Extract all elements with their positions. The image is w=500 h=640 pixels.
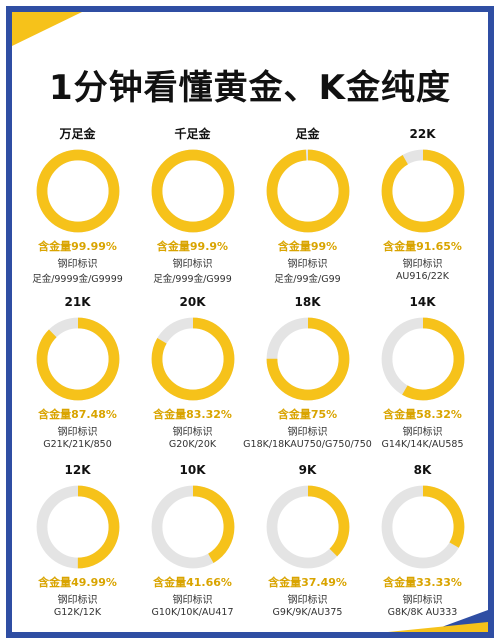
stamp-mark-title: 钢印标识 <box>402 427 443 438</box>
ring-fill <box>36 485 119 569</box>
gold-content-ring <box>36 317 119 401</box>
purity-label: 18K <box>294 295 321 309</box>
purity-label: 千足金 <box>174 127 211 141</box>
gold-content-ring <box>381 317 464 401</box>
ring-fill <box>381 485 464 569</box>
gold-content-text: 含金量91.65% <box>383 240 462 253</box>
purity-label: 20K <box>179 295 206 309</box>
purity-card: 万足金含金量99.99% 钢印标识足金/9999金/G9999 <box>20 120 135 288</box>
stamp-marks: 足金/999金/G999 <box>153 274 232 285</box>
ring-fill <box>381 317 464 401</box>
stamp-mark-title: 钢印标识 <box>402 259 443 270</box>
purity-label: 21K <box>64 295 91 309</box>
stamp-mark-title: 钢印标识 <box>287 427 328 438</box>
stamp-mark-title: 钢印标识 <box>402 595 443 606</box>
purity-card: 10K 含金量41.66% 钢印标识 G10K/10K/AU417 <box>135 456 250 624</box>
stamp-marks: 足金/99金/G99 <box>274 274 341 285</box>
stamp-mark-title: 钢印标识 <box>57 595 98 606</box>
stamp-mark-title: 钢印标识 <box>172 595 213 606</box>
stamp-marks: 足金/9999金/G9999 <box>32 274 123 285</box>
purity-label: 22K <box>409 127 436 141</box>
stamp-marks: G18K/18KAU750/G750/750 <box>243 439 372 450</box>
gold-content-text: 含金量41.66% <box>153 576 232 589</box>
ring-fill <box>151 149 234 233</box>
ring-fill <box>266 149 349 233</box>
stamp-mark-title: 钢印标识 <box>287 595 328 606</box>
purity-label: 足金 <box>295 127 320 141</box>
ring-fill <box>36 317 119 401</box>
gold-content-ring <box>151 317 234 401</box>
stamp-marks: G9K/9K/AU375 <box>272 607 343 618</box>
purity-label: 9K <box>298 463 317 477</box>
stamp-marks: G14K/14K/AU585 <box>381 439 464 450</box>
purity-label: 8K <box>413 463 432 477</box>
poster-frame: 1分钟看懂黄金、K金纯度 万足金 含金量99.99% 钢印标识 足金/9999金/G9… <box>6 6 494 638</box>
corner-accent-top-left <box>12 12 82 46</box>
page-title: 1分钟看懂黄金、K金纯度 <box>48 68 451 108</box>
purity-card: 21K 含金量87.48% 钢印标识 G21K/21K/850 <box>20 288 135 456</box>
gold-content-text: 含金量33.33% <box>383 576 462 589</box>
gold-content-ring <box>381 485 464 569</box>
gold-content-text: 含金量75% <box>277 408 338 421</box>
gold-content-text: 含金量87.48% <box>38 408 117 421</box>
purity-label: 10K <box>179 463 206 477</box>
stamp-mark-title: 钢印标识 <box>57 259 98 270</box>
stamp-marks: G8K/8K AU333 <box>387 607 458 618</box>
purity-card: 18K 含金量75% 钢印标识 G18K/18KAU750/G750/750 <box>243 288 372 456</box>
purity-card: 9K 含金量37.49% 钢印标识 G9K/9K/AU375 <box>250 456 365 624</box>
ring-fill <box>151 317 234 401</box>
stamp-mark-title: 钢印标识 <box>57 427 98 438</box>
stamp-mark-title: 钢印标识 <box>287 259 328 270</box>
purity-card: 12K 含金量49.99% 钢印标识 G12K/12K <box>20 456 135 624</box>
purity-label: 万足金 <box>59 127 96 141</box>
gold-content-ring <box>266 485 349 569</box>
purity-grid: 万足金 含金量99.99% 钢印标识 足金/9999金/G9999 千足金 含金量99.9… <box>20 120 480 624</box>
stamp-mark-title: 钢印标识 <box>172 259 213 270</box>
purity-card: 8K 含金量33.33% 钢印标识 G8K/8K AU333 <box>365 456 480 624</box>
ring-fill <box>36 149 119 233</box>
ring-fill <box>381 149 464 233</box>
purity-label: 14K <box>409 295 436 309</box>
purity-card: 20K 含金量83.32% 钢印标识 G20K/20K <box>135 288 250 456</box>
gold-content-ring <box>151 149 234 233</box>
stamp-marks: G21K/21K/850 <box>43 439 112 450</box>
gold-content-text: 含金量83.32% <box>153 408 232 421</box>
gold-content-text: 含金量37.49% <box>268 576 347 589</box>
gold-content-text: 含金量58.32% <box>383 408 462 421</box>
gold-content-ring <box>266 317 349 401</box>
purity-card: 22K 含金量91.65% 钢印标识 AU916/22K <box>365 120 480 288</box>
stamp-mark-title: 钢印标识 <box>172 427 213 438</box>
gold-content-text: 含金量99% <box>277 240 338 253</box>
gold-content-ring <box>36 149 119 233</box>
purity-card: 14K 含金量58.32% 钢印标识 G14K/14K/AU585 <box>365 288 480 456</box>
stamp-marks: G20K/20K <box>168 439 217 450</box>
gold-content-ring <box>266 149 349 233</box>
stamp-marks: G10K/10K/AU417 <box>151 607 234 618</box>
stamp-marks: G12K/12K <box>53 607 102 618</box>
gold-content-text: 含金量99.9% <box>156 240 229 253</box>
gold-content-ring <box>381 149 464 233</box>
gold-content-text: 含金量99.99% <box>38 240 117 253</box>
purity-card: 千足金含金量99.9% 钢印标识足金/999金/G999 <box>135 120 250 288</box>
ring-fill <box>151 485 234 569</box>
ring-fill <box>266 317 349 401</box>
corner-accent-bottom-right-gold <box>388 622 488 632</box>
purity-card: 足金含金量99% 钢印标识足金/99金/G99 <box>250 120 365 288</box>
stamp-marks: AU916/22K <box>395 271 450 282</box>
gold-content-ring <box>151 485 234 569</box>
gold-content-text: 含金量49.99% <box>38 576 117 589</box>
gold-content-ring <box>36 485 119 569</box>
ring-fill <box>266 485 349 569</box>
purity-label: 12K <box>64 463 91 477</box>
